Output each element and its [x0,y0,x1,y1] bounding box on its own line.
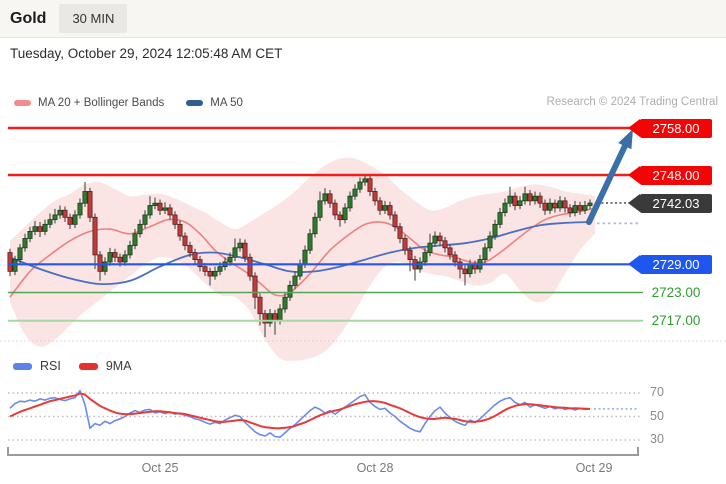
pivot-tag-2729: 2729.00 [628,254,712,274]
research-credit: Research © 2024 Trading Central [546,96,718,108]
support-label-2723: 2723.00 [651,284,701,300]
legend-item-rsi: RSI [13,359,61,373]
rsi-scale-30: 30 [650,432,664,446]
legend-rsi-label: RSI [40,359,61,373]
header-bar: Gold 30 MIN [0,0,726,38]
ma20-swatch-icon [14,100,31,106]
legend-9ma-label: 9MA [105,359,132,373]
x-axis-label-oct28: Oct 28 [356,461,394,475]
support-label-2717: 2717.00 [651,312,701,328]
timeframe-badge: 30 MIN [59,4,128,33]
legend-ma20-label: MA 20 + Bollinger Bands [38,97,165,109]
legend-ma50-label: MA 50 [210,97,243,109]
symbol-title: Gold [10,9,47,27]
rsi-scale-70: 70 [650,385,664,399]
rsi-scale-50: 50 [650,408,664,423]
legend-item-9ma: 9MA [78,359,132,373]
timestamp: Tuesday, October 29, 2024 12:05:48 AM CE… [10,46,283,61]
resistance-tag-2758: 2758.00 [628,118,712,138]
rsi-legend: RSI 9MA [13,359,150,373]
last-price-tag: 2742.03 [628,193,712,213]
rsi-swatch-icon [13,362,32,370]
resistance-tag-2748: 2748.00 [628,165,712,185]
ma9-swatch-icon [78,362,98,370]
x-axis-label-oct25: Oct 25 [141,461,179,475]
legend-item-ma50: MA 50 [186,97,243,109]
ma50-swatch-icon [186,100,204,106]
legend-item-ma20: MA 20 + Bollinger Bands [14,97,164,109]
main-legend: MA 20 + Bollinger Bands MA 50 [14,97,265,109]
x-axis-label-oct29: Oct 29 [575,461,613,475]
